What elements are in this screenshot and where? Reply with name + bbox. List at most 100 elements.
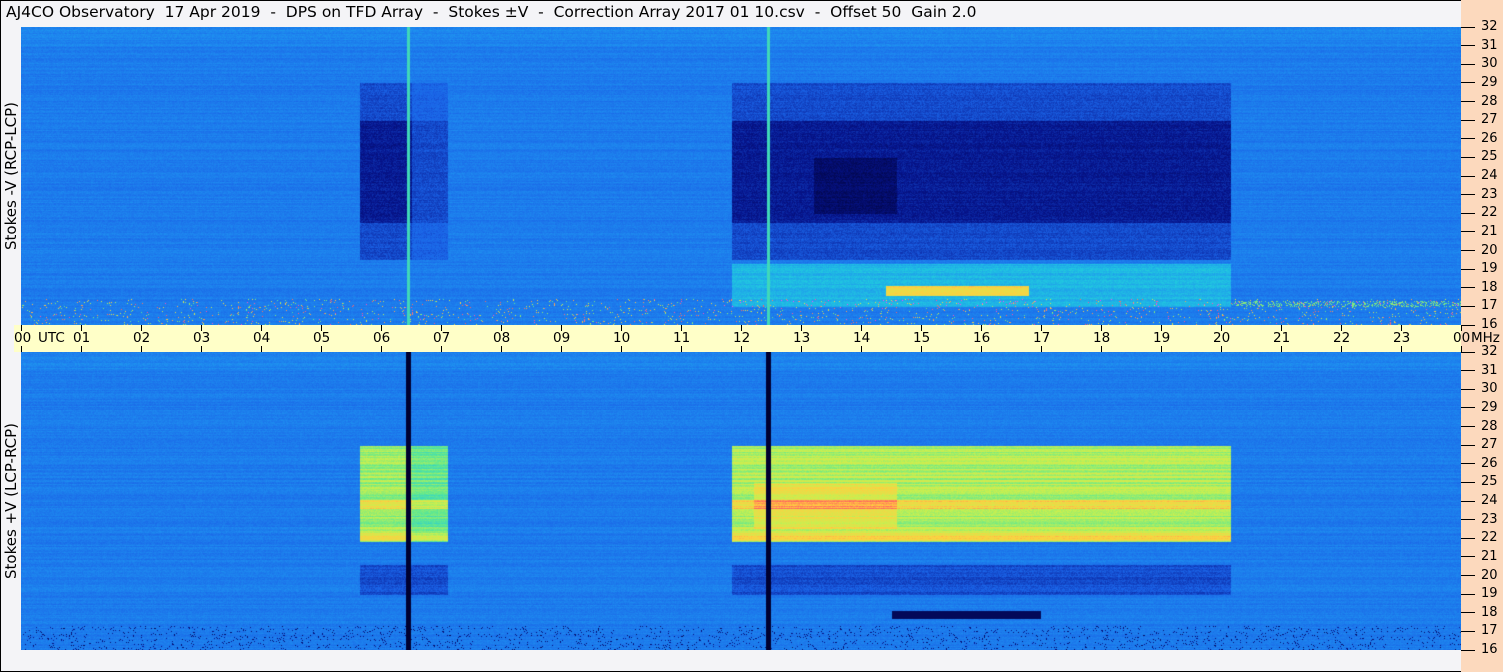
- freq-tick: [1461, 212, 1475, 214]
- freq-tick-label: 22: [1481, 205, 1498, 221]
- freq-tick-label: 19: [1481, 261, 1498, 277]
- freq-tick-label: 32: [1481, 344, 1498, 359]
- freq-tick: [1461, 324, 1475, 326]
- time-tick: [560, 346, 562, 352]
- freq-tick-label: 19: [1481, 586, 1498, 602]
- freq-tick: [1461, 407, 1475, 409]
- time-tick: [1460, 346, 1462, 352]
- time-tick: [1400, 346, 1402, 352]
- freq-tick: [1461, 630, 1475, 632]
- freq-tick-label: 30: [1481, 381, 1498, 397]
- freq-tick: [1461, 45, 1475, 47]
- time-tick: [440, 346, 442, 352]
- time-tick-label: 03: [193, 330, 211, 346]
- time-tick: [320, 346, 322, 352]
- time-tick-label: 23: [1393, 330, 1411, 346]
- freq-tick-label: 17: [1481, 623, 1498, 639]
- time-tick-label: 15: [913, 330, 931, 346]
- frequency-axis: [1461, 0, 1503, 672]
- time-tick: [1280, 325, 1282, 331]
- freq-tick-label: 25: [1481, 149, 1498, 165]
- time-tick: [1040, 325, 1042, 331]
- time-tick-label: 18: [1093, 330, 1111, 346]
- freq-tick: [1461, 481, 1475, 483]
- time-tick: [1340, 325, 1342, 331]
- freq-tick: [1461, 119, 1475, 121]
- time-tick: [80, 325, 82, 331]
- freq-tick-label: 22: [1481, 530, 1498, 546]
- time-tick-label: 04: [253, 330, 271, 346]
- chart-title: AJ4CO Observatory 17 Apr 2019 - DPS on T…: [6, 3, 977, 21]
- freq-tick: [1461, 287, 1475, 289]
- freq-tick-label: 25: [1481, 474, 1498, 490]
- time-tick: [200, 325, 202, 331]
- freq-tick: [1461, 519, 1475, 521]
- freq-tick: [1461, 593, 1475, 595]
- time-tick: [1040, 346, 1042, 352]
- freq-tick-label: 24: [1481, 168, 1498, 183]
- freq-tick-label: 21: [1481, 223, 1498, 239]
- freq-tick: [1461, 426, 1475, 427]
- freq-tick: [1461, 575, 1475, 576]
- freq-tick-label: 29: [1481, 399, 1498, 415]
- time-tick-label: 19: [1153, 330, 1171, 346]
- time-tick-label: 07: [433, 330, 451, 346]
- freq-tick: [1461, 101, 1475, 102]
- freq-tick-label: 24: [1481, 493, 1498, 508]
- time-tick: [500, 325, 502, 331]
- freq-tick: [1461, 250, 1475, 251]
- freq-tick-label: 16: [1481, 642, 1498, 657]
- time-tick-label: 00: [1453, 330, 1471, 346]
- time-tick: [980, 346, 982, 352]
- time-tick-label: 20: [1213, 330, 1231, 346]
- time-tick: [140, 346, 142, 352]
- freq-tick: [1461, 231, 1475, 233]
- freq-tick: [1461, 194, 1475, 196]
- freq-tick: [1461, 537, 1475, 539]
- freq-tick: [1461, 351, 1475, 353]
- time-tick: [680, 346, 682, 352]
- freq-tick: [1461, 649, 1475, 651]
- time-tick-label: 10: [613, 330, 631, 346]
- freq-tick: [1461, 175, 1475, 177]
- freq-tick: [1461, 444, 1475, 446]
- time-tick: [500, 346, 502, 352]
- time-tick-label: 21: [1273, 330, 1291, 346]
- time-tick: [1220, 346, 1222, 352]
- time-tick: [920, 346, 922, 352]
- time-tick: [1220, 325, 1222, 331]
- freq-tick-label: 23: [1481, 186, 1498, 202]
- freq-tick: [1461, 82, 1475, 84]
- freq-tick-label: 28: [1481, 418, 1498, 434]
- freq-tick-label: 31: [1481, 37, 1498, 53]
- freq-tick: [1461, 612, 1475, 614]
- freq-tick: [1461, 26, 1475, 28]
- freq-tick-label: 23: [1481, 511, 1498, 527]
- freq-tick: [1461, 156, 1475, 158]
- freq-tick-label: 27: [1481, 437, 1498, 453]
- time-tick: [860, 325, 862, 331]
- time-unit-label: UTC: [38, 330, 65, 346]
- freq-unit-label: MHz: [1471, 330, 1500, 346]
- freq-tick: [1461, 305, 1475, 307]
- time-tick-label: 16: [973, 330, 991, 346]
- time-tick: [1100, 346, 1102, 352]
- time-tick: [200, 346, 202, 352]
- time-tick: [1460, 325, 1462, 331]
- freq-tick: [1461, 463, 1475, 465]
- time-tick: [1400, 325, 1402, 331]
- time-tick-label: 06: [373, 330, 391, 346]
- spectrogram-bottom: [21, 352, 1461, 650]
- time-tick: [1100, 325, 1102, 331]
- freq-tick: [1461, 388, 1475, 390]
- time-tick: [320, 325, 322, 331]
- freq-tick-label: 28: [1481, 93, 1498, 109]
- panel-label-bottom: Stokes +V (LCP-RCP): [2, 423, 20, 579]
- time-tick: [920, 325, 922, 331]
- freq-tick-label: 26: [1481, 130, 1498, 146]
- freq-tick: [1461, 500, 1475, 502]
- freq-tick-label: 31: [1481, 362, 1498, 378]
- freq-tick: [1461, 556, 1475, 558]
- freq-tick: [1461, 370, 1475, 372]
- freq-tick-label: 32: [1481, 19, 1498, 34]
